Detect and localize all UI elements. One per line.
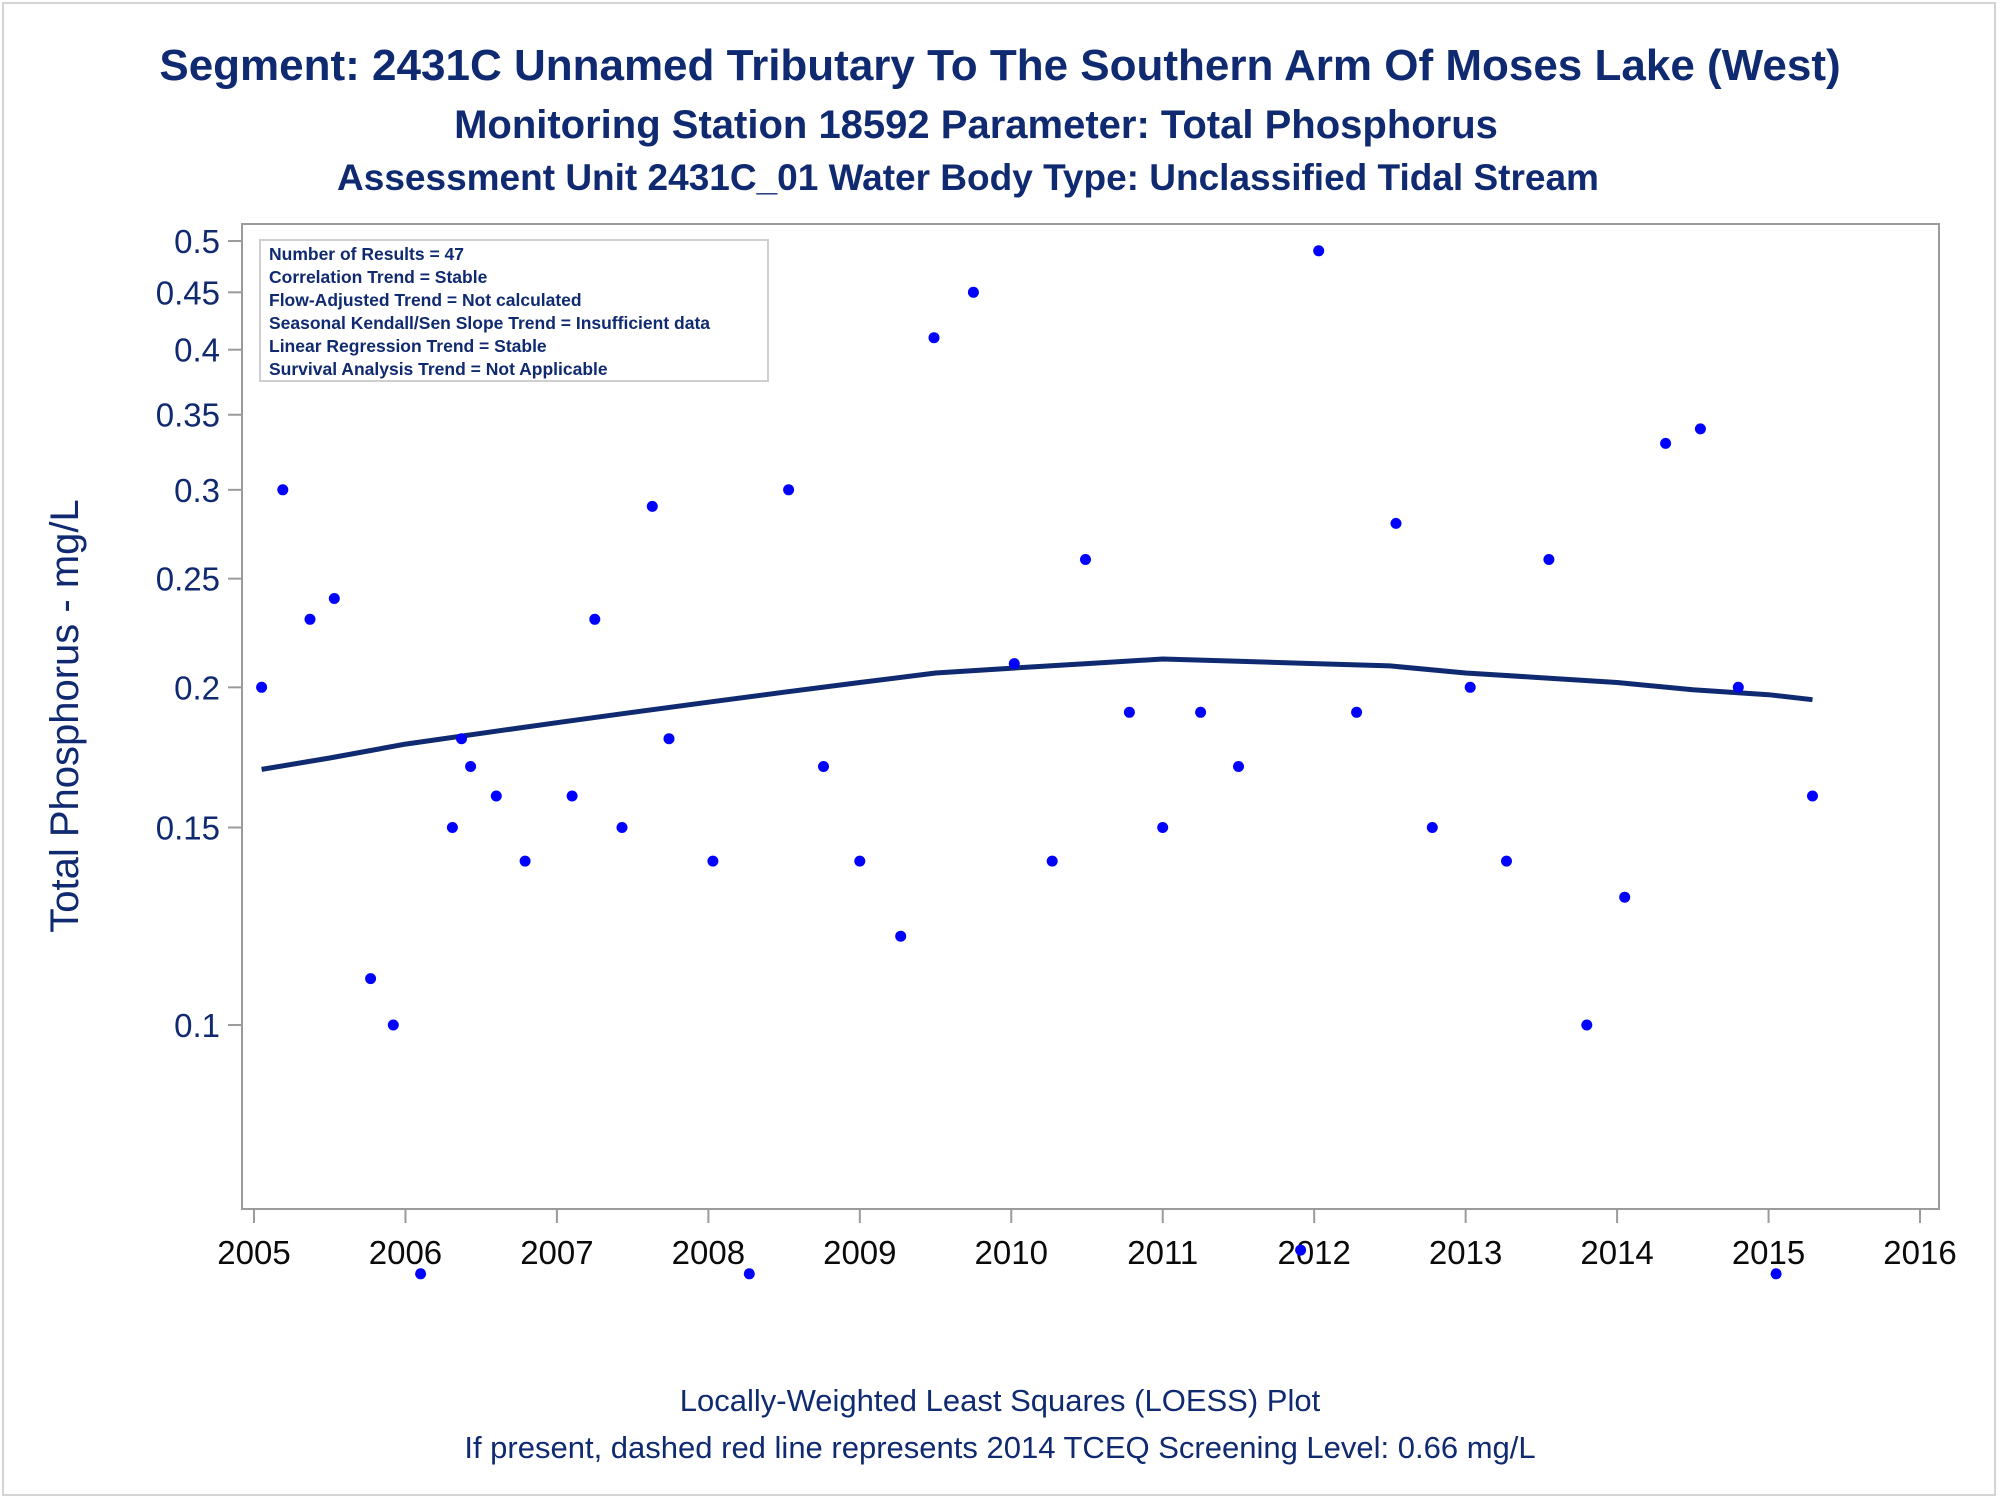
x-tick-label: 2011 — [1127, 1234, 1198, 1271]
chart-subtitle-2: Assessment Unit 2431C_01 Water Body Type… — [337, 157, 1599, 198]
data-point — [1195, 706, 1207, 718]
stat-flow-adjusted-trend: Flow-Adjusted Trend = Not calculated — [269, 290, 582, 310]
data-point — [1123, 706, 1135, 718]
data-point — [1501, 855, 1512, 867]
data-point — [783, 484, 795, 496]
data-point — [465, 761, 477, 772]
stat-correlation-trend: Correlation Trend = Stable — [269, 267, 488, 287]
y-tick-label: 0.25 — [156, 561, 220, 598]
stat-linear-regression-trend: Linear Regression Trend = Stable — [269, 336, 547, 356]
data-point — [616, 822, 628, 833]
data-point — [1046, 855, 1058, 867]
data-point — [1080, 554, 1091, 565]
data-point — [277, 484, 289, 496]
y-tick-label: 0.45 — [156, 274, 220, 311]
data-point — [415, 1268, 427, 1280]
data-point — [1732, 681, 1744, 693]
data-point — [304, 613, 316, 625]
x-tick-label: 2013 — [1429, 1234, 1502, 1271]
stats-box: Number of Results = 47 Correlation Trend… — [259, 239, 769, 382]
data-point — [365, 973, 377, 985]
data-point — [707, 855, 719, 867]
data-point — [328, 593, 340, 604]
data-point — [1619, 891, 1631, 903]
x-tick-label: 2009 — [823, 1234, 896, 1271]
data-point — [1295, 1244, 1307, 1256]
stat-number-of-results: Number of Results = 47 — [269, 244, 464, 264]
data-point — [1313, 245, 1325, 257]
y-tick-label: 0.4 — [174, 332, 220, 369]
x-tick-label: 2005 — [217, 1234, 290, 1271]
data-point — [1694, 423, 1706, 435]
data-point — [1581, 1019, 1593, 1031]
data-point — [967, 286, 979, 298]
data-point — [1008, 658, 1020, 670]
x-tick-label: 2016 — [1883, 1234, 1956, 1271]
x-tick-label: 2012 — [1277, 1234, 1350, 1271]
x-tick-label: 2006 — [369, 1234, 442, 1271]
data-point — [928, 332, 940, 344]
data-point — [446, 822, 458, 833]
data-point — [1426, 822, 1438, 833]
y-tick-label: 0.5 — [174, 223, 220, 260]
data-point — [854, 855, 866, 867]
data-point — [566, 790, 578, 802]
data-point — [387, 1019, 399, 1031]
data-point — [1543, 554, 1555, 565]
data-point — [490, 790, 502, 802]
data-point — [589, 613, 601, 625]
footer-line-1: Locally-Weighted Least Squares (LOESS) P… — [680, 1383, 1321, 1418]
x-tick-label: 2014 — [1580, 1234, 1653, 1271]
chart-subtitle: Monitoring Station 18592 Parameter: Tota… — [454, 103, 1498, 147]
data-point — [663, 733, 675, 745]
chart-title: Segment: 2431C Unnamed Tributary To The … — [159, 41, 1840, 90]
stat-seasonal-kendall-trend: Seasonal Kendall/Sen Slope Trend = Insuf… — [269, 313, 710, 333]
data-point — [1770, 1268, 1782, 1280]
stats-box-border — [259, 239, 769, 382]
data-point — [818, 761, 829, 772]
data-point — [646, 500, 658, 512]
data-point — [256, 681, 268, 693]
data-point — [519, 855, 531, 867]
data-point — [1351, 706, 1363, 718]
footer-line-2: If present, dashed red line represents 2… — [464, 1430, 1535, 1465]
data-point — [1464, 681, 1476, 693]
x-tick-label: 2007 — [520, 1234, 593, 1271]
y-tick-label: 0.35 — [156, 397, 220, 434]
y-axis-label: Total Phosphorus - mg/L — [43, 499, 87, 933]
data-point — [456, 733, 467, 745]
x-axis: 2005 2006 2007 2008 2009 2010 2011 2012 2013 2014… — [217, 1209, 1957, 1271]
data-point — [1233, 761, 1244, 772]
data-point — [1807, 790, 1818, 802]
plot-content — [256, 245, 1818, 1280]
x-tick-label: 2008 — [672, 1234, 745, 1271]
x-tick-label: 2015 — [1732, 1234, 1805, 1271]
data-point — [895, 930, 907, 942]
y-tick-label: 0.3 — [174, 472, 220, 509]
data-point — [743, 1268, 755, 1280]
y-axis: 0.5 0.45 0.4 0.35 0.3 0.25 0.2 0.15 0.1 — [156, 223, 242, 1044]
y-tick-label: 0.1 — [174, 1007, 220, 1044]
y-tick-label: 0.15 — [156, 809, 220, 846]
stat-survival-analysis-trend: Survival Analysis Trend = Not Applicable — [269, 359, 608, 379]
plot-area — [241, 223, 1940, 1210]
y-tick-label: 0.2 — [174, 669, 220, 706]
data-point — [1390, 517, 1402, 529]
x-tick-label: 2010 — [975, 1234, 1048, 1271]
data-point — [1157, 822, 1169, 833]
data-point — [1660, 437, 1672, 449]
loess-line — [261, 656, 1813, 772]
